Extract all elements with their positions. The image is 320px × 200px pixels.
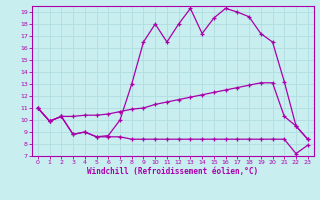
X-axis label: Windchill (Refroidissement éolien,°C): Windchill (Refroidissement éolien,°C) (87, 167, 258, 176)
